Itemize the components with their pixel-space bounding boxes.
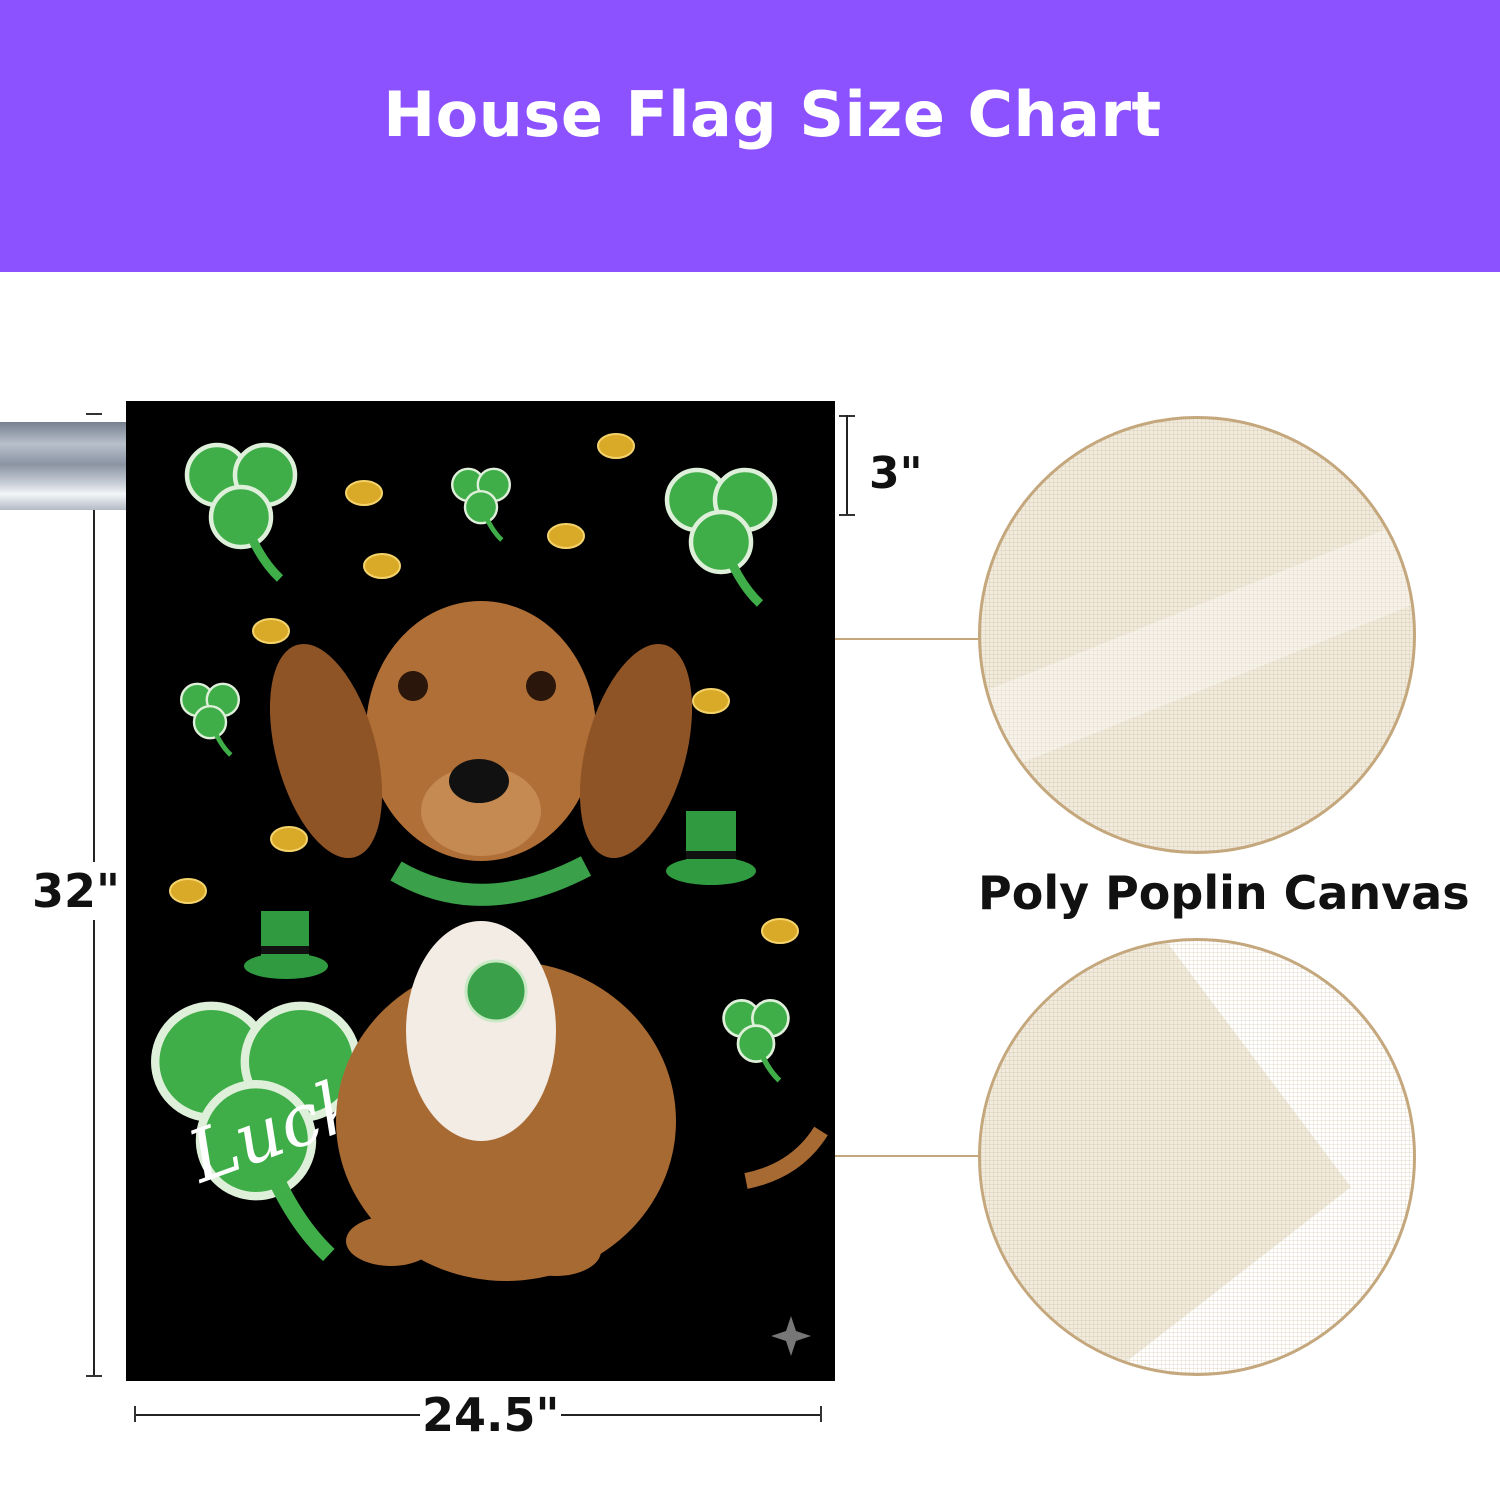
page-title: House Flag Size Chart	[383, 78, 1162, 151]
fabric-closeup-bottom	[978, 938, 1416, 1376]
width-right-tick	[820, 1406, 822, 1422]
coin-icon	[345, 480, 383, 506]
coin-icon	[597, 433, 635, 459]
height-top-tick	[86, 413, 102, 415]
width-label: 24.5"	[420, 1388, 562, 1442]
coin-icon	[547, 523, 585, 549]
clover-icon	[724, 1000, 789, 1080]
height-dimension-line	[93, 510, 95, 1376]
hat-icon	[666, 811, 756, 885]
fabric-closeup-top	[978, 416, 1416, 854]
coin-icon	[270, 826, 308, 852]
flag-image: Luck	[126, 401, 835, 1381]
flag-pole	[0, 422, 128, 510]
material-label: Poly Poplin Canvas	[978, 866, 1470, 920]
coin-icon	[252, 618, 290, 644]
dog-illustration	[269, 601, 828, 1281]
coin-icon	[761, 918, 799, 944]
clover-icon	[181, 684, 239, 755]
connector-line	[835, 1155, 980, 1157]
coin-icon	[169, 878, 207, 904]
sleeve-dimension-line	[846, 415, 848, 515]
sleeve-bottom-tick	[839, 514, 855, 516]
sparkle-icon	[771, 1316, 811, 1356]
coin-icon	[692, 688, 730, 714]
clover-icon	[667, 470, 775, 604]
coin-icon	[363, 553, 401, 579]
connector-line	[835, 638, 980, 640]
sleeve-label: 3"	[869, 448, 923, 499]
height-bottom-tick	[86, 1375, 102, 1377]
width-left-tick	[134, 1406, 136, 1422]
hat-icon	[244, 911, 328, 979]
clover-icon	[187, 445, 295, 579]
flag-artwork: Luck	[126, 433, 828, 1356]
clover-icon	[452, 469, 510, 540]
height-label: 32"	[32, 862, 120, 920]
header-banner: House Flag Size Chart	[0, 0, 1500, 272]
